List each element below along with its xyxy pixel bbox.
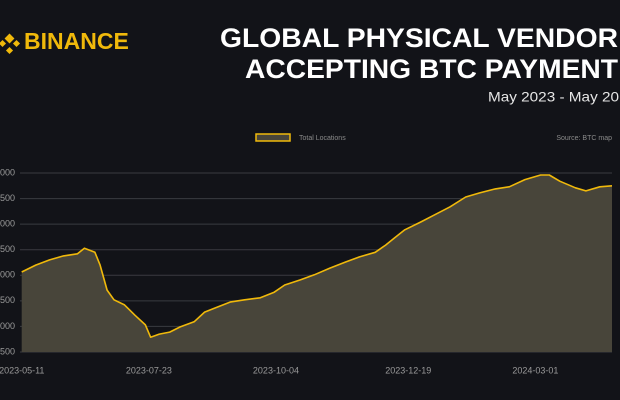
area (21, 175, 612, 352)
x-tick-label: 2023-12-19 (385, 365, 431, 375)
y-tick-label: 500 (0, 346, 15, 356)
x-tick-label: 2023-05-11 (0, 365, 44, 375)
chart-title: GLOBAL PHYSICAL VENDOR (220, 23, 618, 53)
x-tick-label: 2023-07-23 (126, 365, 172, 375)
chart-subtitle: May 2023 - May 20 (488, 89, 619, 105)
y-tick-label: 500 (0, 295, 15, 305)
y-tick-label: 500 (0, 244, 15, 254)
legend-label: Total Locations (299, 135, 346, 142)
y-tick-label: 500 (0, 193, 15, 203)
legend-swatch (255, 133, 291, 142)
brand: BINANCE (24, 28, 129, 54)
y-tick-label: 000 (0, 219, 15, 229)
source-note: Source: BTC map (556, 135, 612, 142)
x-tick-label: 2023-10-04 (253, 365, 299, 375)
line (21, 174, 613, 338)
y-tick-label: 000 (0, 270, 15, 280)
x-tick-label: 2024-03-01 (512, 365, 558, 375)
y-tick-label: 000 (0, 167, 15, 177)
y-tick-label: 000 (0, 321, 15, 331)
chart-title: ACCEPTING BTC PAYMENT (245, 54, 619, 84)
